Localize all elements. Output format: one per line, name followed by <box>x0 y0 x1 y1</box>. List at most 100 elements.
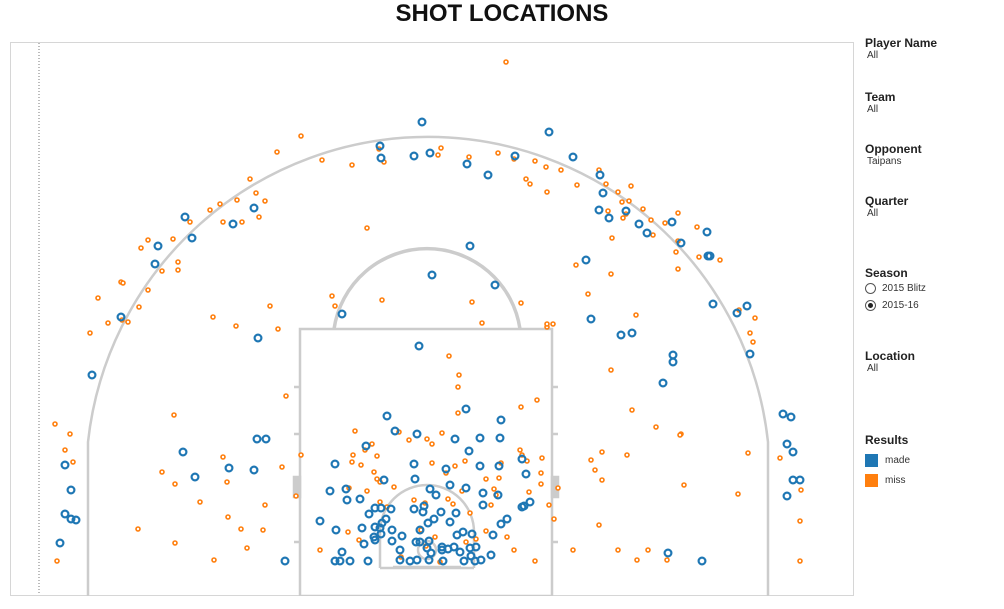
shot-made-point[interactable] <box>395 545 405 555</box>
shot-miss-point[interactable] <box>145 237 151 243</box>
shot-made-point[interactable] <box>483 170 493 180</box>
shot-miss-point[interactable] <box>467 510 473 516</box>
shot-made-point[interactable] <box>418 507 428 517</box>
team-filter[interactable]: Team All <box>865 90 895 116</box>
shot-miss-point[interactable] <box>429 441 435 447</box>
shot-miss-point[interactable] <box>735 491 741 497</box>
shot-miss-point[interactable] <box>675 266 681 272</box>
shot-made-point[interactable] <box>341 484 351 494</box>
shot-miss-point[interactable] <box>455 410 461 416</box>
shot-miss-point[interactable] <box>220 219 226 225</box>
shot-made-point[interactable] <box>732 308 742 318</box>
shot-miss-point[interactable] <box>798 487 804 493</box>
shot-miss-point[interactable] <box>694 224 700 230</box>
shot-miss-point[interactable] <box>511 547 517 553</box>
shot-made-point[interactable] <box>703 251 713 261</box>
shot-made-point[interactable] <box>667 217 677 227</box>
shot-miss-point[interactable] <box>473 536 479 542</box>
shot-miss-point[interactable] <box>52 421 58 427</box>
shot-made-point[interactable] <box>568 152 578 162</box>
shot-made-point[interactable] <box>87 370 97 380</box>
shot-miss-point[interactable] <box>253 190 259 196</box>
shot-made-point[interactable] <box>377 518 387 528</box>
shot-miss-point[interactable] <box>455 384 461 390</box>
shot-miss-point[interactable] <box>224 479 230 485</box>
shot-miss-point[interactable] <box>747 330 753 336</box>
shot-made-point[interactable] <box>581 255 591 265</box>
shot-miss-point[interactable] <box>479 320 485 326</box>
shot-miss-point[interactable] <box>496 475 502 481</box>
shot-made-point[interactable] <box>153 241 163 251</box>
shot-miss-point[interactable] <box>551 516 557 522</box>
shot-made-point[interactable] <box>71 515 81 525</box>
shot-miss-point[interactable] <box>197 499 203 505</box>
radio-unchecked-icon[interactable] <box>865 283 876 294</box>
shot-miss-point[interactable] <box>171 412 177 418</box>
shot-miss-point[interactable] <box>558 167 564 173</box>
shot-miss-point[interactable] <box>95 295 101 301</box>
shot-miss-point[interactable] <box>526 489 532 495</box>
shot-made-point[interactable] <box>331 525 341 535</box>
shot-miss-point[interactable] <box>262 198 268 204</box>
shot-made-point[interactable] <box>315 516 325 526</box>
shot-miss-point[interactable] <box>379 297 385 303</box>
shot-made-point[interactable] <box>668 357 678 367</box>
shot-made-point[interactable] <box>745 349 755 359</box>
shot-miss-point[interactable] <box>608 271 614 277</box>
shot-miss-point[interactable] <box>596 522 602 528</box>
shot-made-point[interactable] <box>325 486 335 496</box>
shot-miss-point[interactable] <box>752 315 758 321</box>
shot-miss-point[interactable] <box>70 459 76 465</box>
shot-miss-point[interactable] <box>435 152 441 158</box>
shot-miss-point[interactable] <box>298 133 304 139</box>
shot-miss-point[interactable] <box>462 458 468 464</box>
shot-made-point[interactable] <box>415 537 425 547</box>
shot-made-point[interactable] <box>379 475 389 485</box>
shot-miss-point[interactable] <box>62 447 68 453</box>
shot-made-point[interactable] <box>510 151 520 161</box>
shot-made-point[interactable] <box>495 433 505 443</box>
shot-made-point[interactable] <box>441 464 451 474</box>
shot-made-point[interactable] <box>598 188 608 198</box>
shot-miss-point[interactable] <box>247 176 253 182</box>
shot-made-point[interactable] <box>451 508 461 518</box>
shot-miss-point[interactable] <box>234 197 240 203</box>
shot-made-point[interactable] <box>493 490 503 500</box>
shot-miss-point[interactable] <box>463 539 469 545</box>
shot-made-point[interactable] <box>190 472 200 482</box>
shot-miss-point[interactable] <box>125 319 131 325</box>
shot-made-point[interactable] <box>464 446 474 456</box>
shot-made-point[interactable] <box>461 404 471 414</box>
shot-made-point[interactable] <box>180 212 190 222</box>
shot-made-point[interactable] <box>370 503 380 513</box>
shot-miss-point[interactable] <box>438 145 444 151</box>
shot-made-point[interactable] <box>55 538 65 548</box>
shot-miss-point[interactable] <box>677 432 683 438</box>
shot-miss-point[interactable] <box>517 447 523 453</box>
shot-miss-point[interactable] <box>662 220 668 226</box>
location-filter-value[interactable]: All <box>867 363 879 374</box>
shot-made-point[interactable] <box>488 530 498 540</box>
shot-made-point[interactable] <box>410 474 420 484</box>
shot-miss-point[interactable] <box>534 397 540 403</box>
shot-made-point[interactable] <box>150 259 160 269</box>
shot-miss-point[interactable] <box>599 477 605 483</box>
shot-miss-point[interactable] <box>504 534 510 540</box>
shot-miss-point[interactable] <box>745 450 751 456</box>
shot-miss-point[interactable] <box>135 526 141 532</box>
shot-miss-point[interactable] <box>439 430 445 436</box>
shot-miss-point[interactable] <box>648 217 654 223</box>
shot-miss-point[interactable] <box>456 372 462 378</box>
shot-miss-point[interactable] <box>445 496 451 502</box>
shot-miss-point[interactable] <box>645 547 651 553</box>
shot-miss-point[interactable] <box>544 189 550 195</box>
shot-miss-point[interactable] <box>210 314 216 320</box>
shot-made-point[interactable] <box>390 426 400 436</box>
shot-miss-point[interactable] <box>605 208 611 214</box>
shot-made-point[interactable] <box>788 475 798 485</box>
shot-made-point[interactable] <box>409 504 419 514</box>
shot-made-point[interactable] <box>616 330 626 340</box>
shot-made-point[interactable] <box>337 547 347 557</box>
shot-made-point[interactable] <box>415 525 425 535</box>
shot-miss-point[interactable] <box>491 486 497 492</box>
